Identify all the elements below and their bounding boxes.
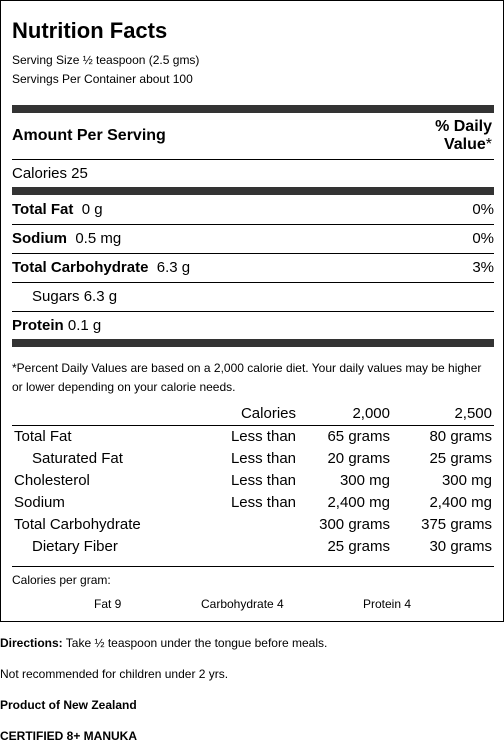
dv-row-2000: 20 grams: [327, 450, 390, 467]
certification: CERTIFIED 8+ MANUKA: [0, 729, 138, 743]
nutrition-facts-panel: Nutrition Facts Serving Size ½ teaspoon …: [0, 0, 504, 622]
divider-thick: [12, 339, 494, 347]
nutrient-label: Protein: [12, 317, 64, 334]
dv-row-2500: 2,400 mg: [429, 494, 492, 511]
divider-thin: [12, 224, 494, 225]
dv-row-limit: Less than: [230, 450, 296, 467]
dv-table-header: Calories 2,000 2,500: [12, 403, 494, 425]
dv-row-limit: Less than: [230, 494, 296, 511]
dv-table-row: Sodium Less than 2,400 mg 2,400 mg: [12, 492, 494, 514]
nutrient-label: Total Fat: [12, 201, 74, 218]
dv-row-2000: 65 grams: [327, 428, 390, 445]
dv-header-line1: % Daily: [435, 118, 492, 135]
product-origin: Product of New Zealand: [0, 698, 137, 712]
daily-value-header: % Daily Value*: [435, 118, 492, 154]
dv-row-2500: 375 grams: [421, 516, 492, 533]
dv-row-2000: 25 grams: [327, 538, 390, 555]
dv-row-limit: Less than: [230, 472, 296, 489]
servings-per-container: Servings Per Container about 100: [12, 72, 193, 86]
dv-row-2000: 300 mg: [339, 472, 390, 489]
dv-row-name: Total Carbohydrate: [14, 516, 141, 533]
nutrient-row-total-carbohydrate: Total Carbohydrate 6.3 g 3%: [12, 259, 494, 277]
dv-header-calories: Calories: [240, 405, 296, 422]
dv-row-name: Saturated Fat: [32, 450, 123, 467]
nutrient-dv: 3%: [472, 259, 494, 276]
nutrient-label: Sodium: [12, 230, 67, 247]
directions-label: Directions:: [0, 636, 63, 650]
directions-text: Take ½ teaspoon under the tongue before …: [62, 636, 328, 650]
dv-header-2000: 2,000: [352, 405, 390, 422]
nutrient-dv: 0%: [472, 201, 494, 218]
dv-row-2000: 2,400 mg: [327, 494, 390, 511]
nutrient-amount: 0.1 g: [67, 317, 102, 334]
nutrient-amount: 6.3 g: [156, 259, 191, 276]
nutrient-amount: 0.5 mg: [75, 230, 122, 247]
dv-row-limit: Less than: [230, 428, 296, 445]
daily-value-footnote: *Percent Daily Values are based on a 2,0…: [12, 361, 482, 394]
divider-thick: [12, 105, 494, 113]
divider-thin: [12, 425, 494, 426]
calories-row: Calories 25: [12, 165, 88, 182]
calories-per-gram-label: Calories per gram:: [12, 573, 111, 587]
dv-header-star: *: [485, 136, 492, 153]
dv-header-line2: Value: [443, 136, 486, 153]
dv-row-name: Sodium: [14, 494, 65, 511]
dv-row-name: Cholesterol: [14, 472, 90, 489]
cpg-carbohydrate: Carbohydrate 4: [201, 597, 284, 611]
cpg-fat: Fat 9: [94, 597, 122, 611]
serving-size: Serving Size ½ teaspoon (2.5 gms): [12, 53, 200, 67]
dv-row-name: Total Fat: [14, 428, 72, 445]
dv-row-2500: 300 mg: [441, 472, 492, 489]
dv-table-row: Total Fat Less than 65 grams 80 grams: [12, 426, 494, 448]
children-warning: Not recommended for children under 2 yrs…: [0, 667, 229, 681]
daily-value-table: Calories 2,000 2,500 Total Fat Less than…: [12, 403, 494, 567]
divider-thin: [12, 566, 494, 567]
divider-thin: [12, 282, 494, 283]
amount-per-serving-label: Amount Per Serving: [12, 127, 166, 144]
divider-thin: [12, 253, 494, 254]
cpg-protein: Protein 4: [363, 597, 412, 611]
dv-row-2500: 25 grams: [429, 450, 492, 467]
dv-table-row: Saturated Fat Less than 20 grams 25 gram…: [12, 448, 494, 470]
nutrient-amount: 0 g: [81, 201, 103, 218]
divider-thick: [12, 187, 494, 195]
directions: Directions: Take ½ teaspoon under the to…: [0, 636, 327, 650]
nutrient-row-total-fat: Total Fat 0 g 0%: [12, 201, 494, 219]
dv-row-2500: 80 grams: [429, 428, 492, 445]
nutrient-dv: 0%: [472, 230, 494, 247]
nutrient-label: Sugars 6.3 g: [32, 288, 118, 305]
divider-thin: [12, 311, 494, 312]
dv-table-row: Dietary Fiber 25 grams 30 grams: [12, 536, 494, 558]
dv-row-2500: 30 grams: [429, 538, 492, 555]
dv-table-row: Total Carbohydrate 300 grams 375 grams: [12, 514, 494, 536]
dv-table-row: Cholesterol Less than 300 mg 300 mg: [12, 470, 494, 492]
nutrient-label: Total Carbohydrate: [12, 259, 149, 276]
nutrient-row-protein: Protein 0.1 g: [12, 317, 494, 335]
nutrient-row-sugars: Sugars 6.3 g: [12, 288, 494, 306]
dv-header-2500: 2,500: [454, 405, 492, 422]
nutrient-row-sodium: Sodium 0.5 mg 0%: [12, 230, 494, 248]
dv-row-2000: 300 grams: [319, 516, 390, 533]
panel-title: Nutrition Facts: [12, 18, 168, 43]
divider-thin: [12, 159, 494, 160]
dv-row-name: Dietary Fiber: [32, 538, 118, 555]
